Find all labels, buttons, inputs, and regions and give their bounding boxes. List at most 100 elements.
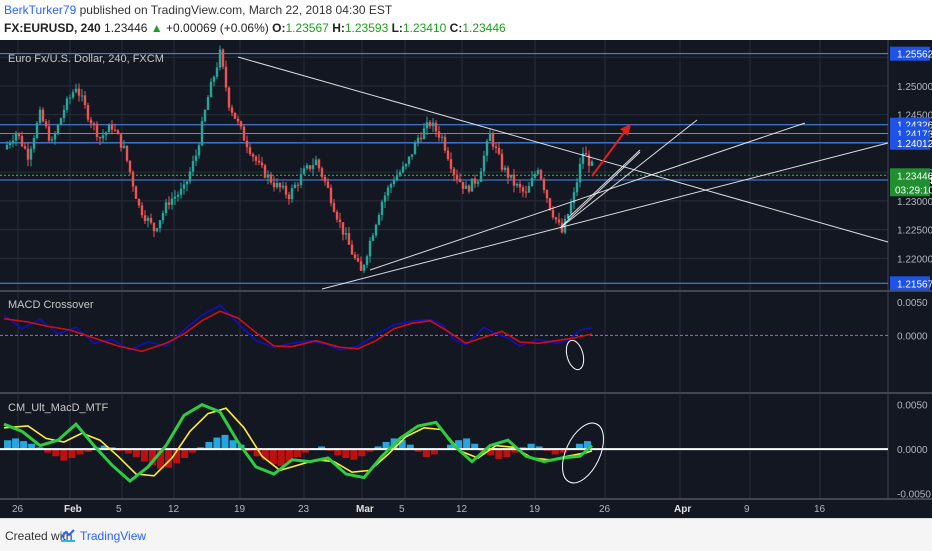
candle-body bbox=[365, 256, 369, 265]
macd-pane bbox=[0, 304, 888, 371]
candle-body bbox=[584, 153, 588, 155]
candle-body bbox=[128, 160, 132, 173]
candle-body bbox=[83, 95, 87, 105]
candle-body bbox=[443, 136, 447, 151]
histogram-bar bbox=[535, 446, 543, 450]
trend-lines bbox=[237, 56, 889, 290]
candle-body bbox=[350, 244, 354, 255]
histogram-bar bbox=[44, 449, 52, 453]
candle-body bbox=[470, 178, 474, 192]
candle-body bbox=[422, 128, 426, 140]
candle-body bbox=[278, 182, 282, 188]
histogram-bar bbox=[406, 444, 414, 450]
candle-body bbox=[110, 124, 114, 130]
candle-body bbox=[203, 110, 207, 122]
candle-body bbox=[143, 215, 147, 221]
histogram-bar bbox=[181, 449, 189, 458]
candle-body bbox=[218, 49, 222, 68]
candle-body bbox=[359, 261, 363, 271]
candle-body bbox=[119, 134, 123, 148]
histogram-bar bbox=[189, 449, 197, 453]
candle-body bbox=[389, 184, 393, 188]
arrow-head-icon bbox=[620, 124, 631, 136]
candle-body bbox=[272, 182, 276, 188]
close-label: C: bbox=[449, 21, 463, 35]
low-label: L: bbox=[391, 21, 403, 35]
candle-body bbox=[338, 219, 342, 223]
candle-body bbox=[464, 185, 468, 189]
candle-body bbox=[113, 129, 117, 131]
histogram-bar bbox=[140, 449, 148, 462]
candle-body bbox=[575, 182, 579, 193]
open-label: O: bbox=[272, 21, 286, 35]
candle-body bbox=[92, 123, 96, 125]
candle-body bbox=[290, 188, 294, 200]
countdown-label: 03:29:10 bbox=[895, 185, 932, 196]
candle-body bbox=[179, 188, 183, 195]
histogram-bar bbox=[148, 449, 156, 466]
chart-canvas[interactable]: 1.220001.225001.230001.235001.240001.245… bbox=[0, 40, 932, 518]
candle-body bbox=[47, 126, 51, 141]
histogram-bar bbox=[342, 449, 350, 458]
histogram-bar bbox=[285, 449, 293, 462]
price-tick-label: 1.25000 bbox=[897, 82, 932, 93]
candle-body bbox=[41, 109, 45, 122]
candle-body bbox=[281, 185, 285, 188]
price-level-label: 1.24326 bbox=[897, 121, 932, 132]
time-tick-label: 26 bbox=[12, 504, 24, 515]
candle-body bbox=[557, 219, 561, 223]
candle-body bbox=[356, 257, 360, 262]
trend-line-2 bbox=[369, 122, 806, 271]
ult-tick-label: 0.0050 bbox=[897, 401, 928, 412]
tradingview-link[interactable]: TradingView bbox=[80, 529, 147, 543]
candle-body bbox=[254, 156, 258, 161]
price-level-label: 1.24173 bbox=[897, 130, 932, 141]
time-tick-label: 19 bbox=[234, 504, 246, 515]
candle-body bbox=[293, 184, 297, 189]
histogram-bar bbox=[84, 449, 92, 452]
candle-body bbox=[410, 154, 414, 157]
candle-body bbox=[221, 49, 225, 67]
candle-body bbox=[104, 132, 108, 136]
candle-body bbox=[572, 192, 576, 204]
symbol-info: FX:EURUSD, 240 1.23446 ▲ +0.00069 (+0.06… bbox=[4, 21, 506, 35]
candle-body bbox=[161, 213, 165, 221]
candle-body bbox=[401, 166, 405, 173]
histogram-bar bbox=[165, 449, 173, 468]
candle-body bbox=[62, 109, 66, 119]
candle-body bbox=[386, 187, 390, 196]
candle-body bbox=[8, 143, 12, 145]
candle-body bbox=[344, 233, 348, 235]
candle-body bbox=[77, 88, 81, 96]
candle-body bbox=[314, 159, 318, 166]
candle-body bbox=[101, 135, 105, 139]
tradingview-logo-icon bbox=[60, 529, 75, 542]
histogram-bar bbox=[583, 441, 591, 450]
candle-body bbox=[98, 137, 102, 139]
candle-body bbox=[317, 159, 321, 169]
candle-body bbox=[434, 122, 438, 132]
footer: Created with TradingView bbox=[0, 518, 932, 551]
candle-body bbox=[458, 179, 462, 182]
chart-background bbox=[0, 40, 932, 518]
candle-body bbox=[449, 159, 453, 169]
candle-body bbox=[452, 168, 456, 175]
candle-body bbox=[176, 194, 180, 197]
price-level-tag bbox=[890, 276, 930, 291]
author-link[interactable]: BerkTurker79 bbox=[4, 3, 77, 17]
candle-body bbox=[173, 196, 177, 199]
histogram-bar bbox=[100, 445, 108, 450]
candle-body bbox=[551, 210, 555, 218]
time-tick-label: 12 bbox=[168, 504, 180, 515]
candle-body bbox=[50, 139, 54, 141]
candle-body bbox=[419, 137, 423, 140]
candle-body bbox=[392, 180, 396, 185]
candle-body bbox=[233, 112, 237, 119]
close-value: 1.23446 bbox=[462, 21, 506, 35]
macd-pane-title: MACD Crossover bbox=[8, 299, 94, 311]
price-level-label: 1.24012 bbox=[897, 139, 932, 150]
histogram-bar bbox=[12, 438, 20, 450]
candle-body bbox=[149, 217, 153, 223]
candle-body bbox=[461, 181, 465, 189]
time-tick-label: 23 bbox=[298, 504, 310, 515]
